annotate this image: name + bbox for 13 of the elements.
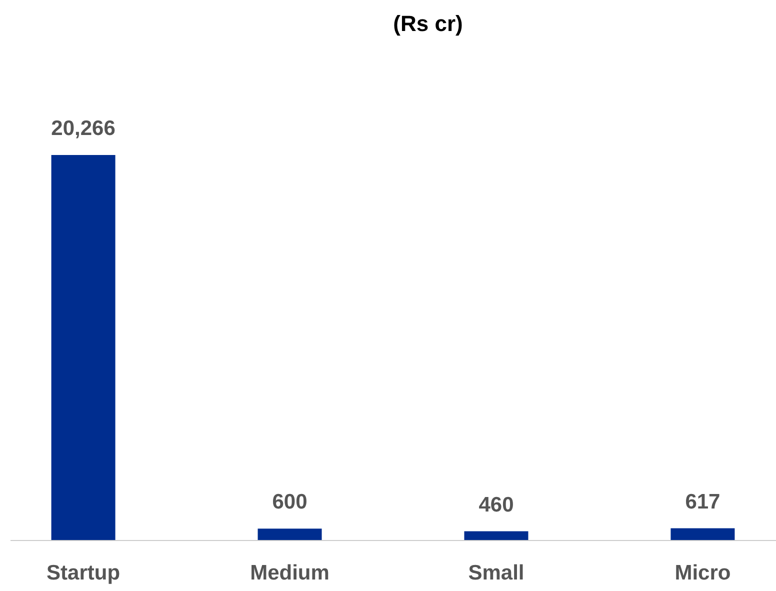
- x-tick-label: Startup: [46, 562, 120, 584]
- data-label: 600: [272, 490, 308, 514]
- data-label: 20,266: [51, 117, 116, 140]
- data-label: 617: [685, 490, 720, 514]
- bar: [670, 528, 735, 540]
- bar: [258, 528, 322, 540]
- x-tick-label: Small: [468, 562, 524, 584]
- x-tick-label: Micro: [674, 562, 731, 584]
- bar: [51, 155, 116, 540]
- x-tick-label: Medium: [250, 562, 330, 584]
- chart-title: (Rs cr): [393, 11, 463, 36]
- data-label: 460: [478, 493, 514, 516]
- bar: [464, 531, 528, 540]
